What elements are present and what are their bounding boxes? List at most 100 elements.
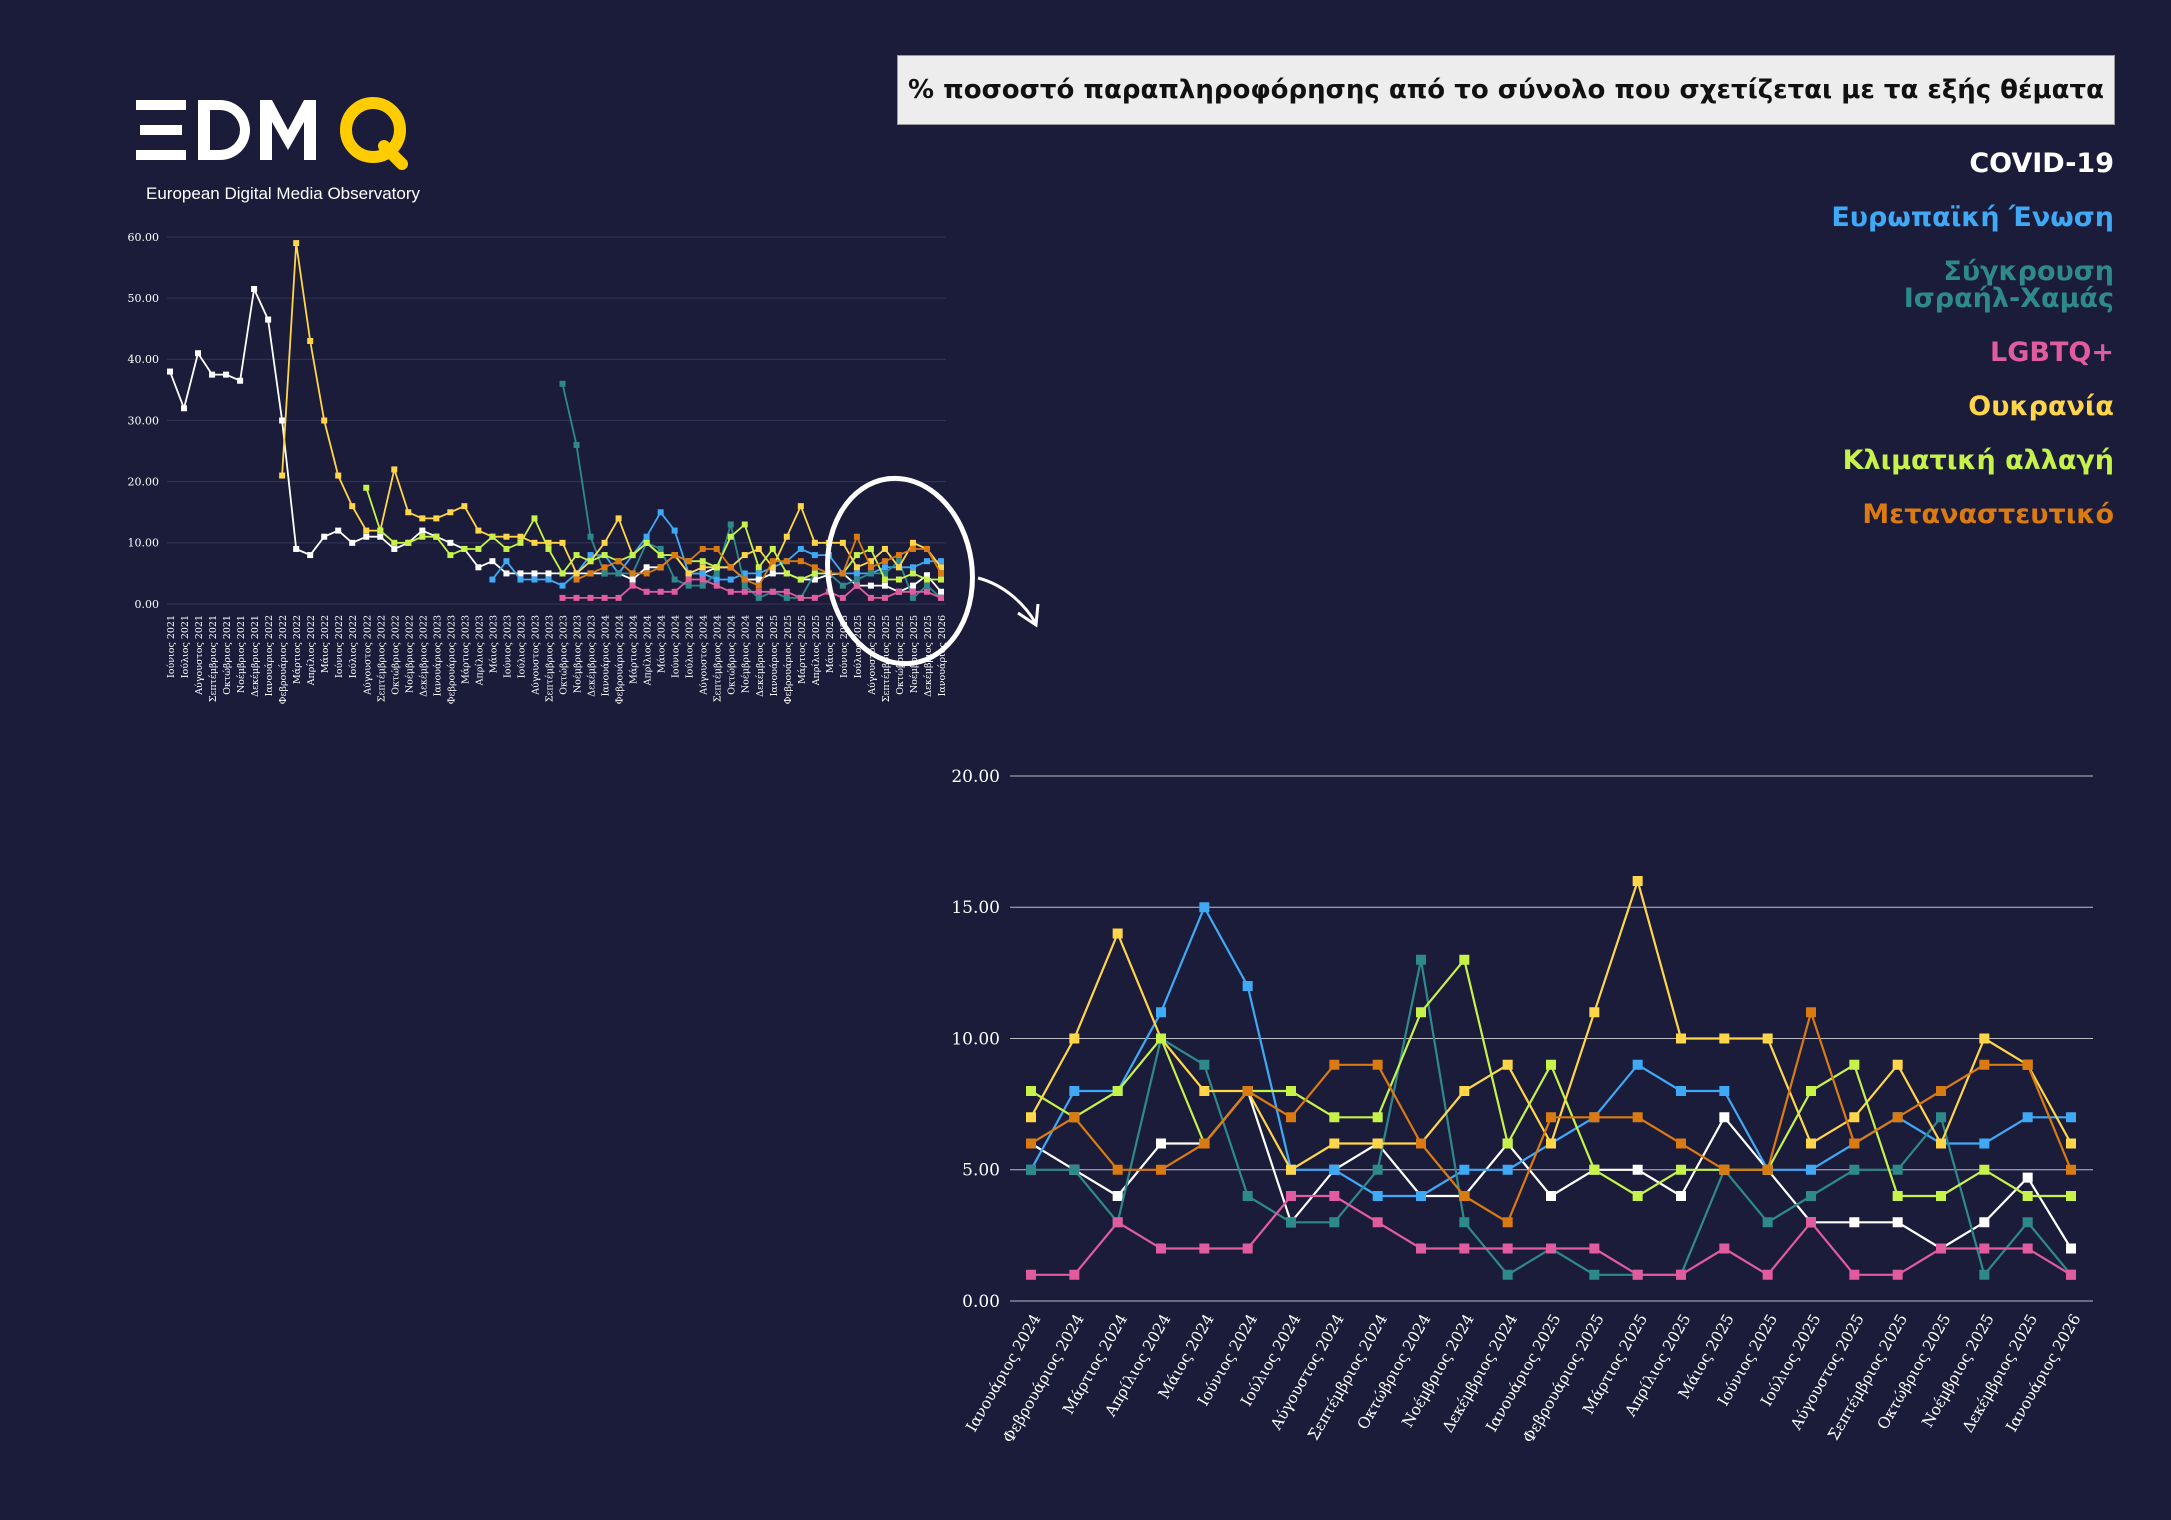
data-point-ukraine	[699, 564, 706, 571]
data-point-climate	[1546, 1059, 1556, 1070]
data-point-climate	[489, 533, 496, 540]
data-point-migration	[657, 564, 664, 571]
data-point-covid	[1979, 1217, 1990, 1228]
data-point-climate	[1026, 1086, 1036, 1096]
data-point-covid	[181, 405, 188, 412]
series-line-climate	[1030, 958, 2071, 1198]
data-point-eu	[1416, 1191, 1426, 1201]
data-point-lgbtq	[615, 594, 622, 601]
x-tick-label: Ιούνιος 2021	[166, 615, 177, 678]
data-point-ukraine	[1849, 1112, 1860, 1123]
data-point-climate	[377, 527, 384, 534]
data-point-migration	[615, 558, 622, 565]
data-point-ukraine	[1892, 1059, 1903, 1070]
data-point-migration	[1979, 1059, 1990, 1070]
legend-item-israel: Σύγκρουση Ισραήλ-Χαμάς	[1614, 258, 2114, 312]
data-point-israel	[1502, 1269, 1513, 1280]
data-point-lgbtq	[1632, 1269, 1643, 1280]
x-tick-label: Νοέμβριος 2024	[741, 615, 752, 693]
data-point-israel	[1286, 1217, 1296, 1228]
x-tick-label: Δεκέμβριος 2024	[755, 615, 766, 697]
data-point-ukraine	[1286, 1164, 1296, 1175]
chart-title: % ποσοστό παραπληροφόρησης από το σύνολο…	[897, 55, 2115, 125]
x-tick-label: Αύγουστος 2024	[699, 615, 710, 696]
data-point-covid	[335, 527, 342, 534]
data-point-climate	[741, 521, 748, 528]
data-point-lgbtq	[1589, 1243, 1600, 1254]
data-point-migration	[1416, 1138, 1426, 1149]
data-point-covid	[1892, 1217, 1903, 1228]
data-point-israel	[783, 594, 790, 601]
data-point-ukraine	[293, 240, 300, 247]
data-point-eu	[2066, 1112, 2076, 1123]
data-point-ukraine	[531, 539, 538, 546]
data-point-climate	[1589, 1164, 1600, 1175]
data-point-migration	[1459, 1191, 1470, 1201]
data-point-eu	[1199, 902, 1210, 913]
legend-item-ukraine: Ουκρανία	[1968, 391, 2114, 422]
data-point-lgbtq	[727, 588, 734, 595]
data-point-ukraine	[685, 570, 692, 577]
data-point-israel	[1936, 1112, 1946, 1123]
data-point-ukraine	[1676, 1033, 1686, 1044]
brand-subtitle: European Digital Media Observatory	[146, 184, 421, 203]
data-point-climate	[755, 564, 762, 571]
x-tick-label: Αύγουστος 2022	[362, 615, 373, 696]
data-point-eu	[503, 558, 510, 565]
x-tick-label: Απρίλιος 2025	[811, 615, 822, 686]
data-point-ukraine	[1372, 1138, 1383, 1149]
x-tick-label: Φεβρουάριος 2025	[783, 615, 794, 704]
data-point-israel	[685, 582, 692, 589]
data-point-lgbtq	[1936, 1243, 1946, 1254]
data-point-covid	[629, 576, 636, 583]
data-point-lgbtq	[1026, 1269, 1036, 1280]
data-point-ukraine	[321, 417, 328, 424]
data-point-covid	[223, 371, 230, 378]
data-point-ukraine	[1459, 1086, 1470, 1096]
data-point-covid	[489, 558, 496, 565]
data-point-ukraine	[1979, 1033, 1990, 1044]
x-tick-label: Ιούνιος 2022	[334, 615, 345, 678]
x-tick-label: Ιούνιος 2024	[671, 615, 682, 678]
data-point-migration	[1069, 1112, 1080, 1123]
data-point-eu	[1676, 1086, 1686, 1096]
x-tick-label: Νοέμβριος 2023	[573, 615, 584, 693]
data-point-migration	[1632, 1112, 1643, 1123]
data-point-lgbtq	[685, 576, 692, 583]
data-point-lgbtq	[1502, 1243, 1513, 1254]
y-tick-label: 10.00	[951, 1029, 1000, 1049]
data-point-climate	[1329, 1112, 1340, 1123]
data-point-covid	[475, 564, 482, 571]
x-tick-label: Οκτώβριος 2022	[390, 615, 401, 695]
x-tick-label: Ιανουάριος 2025	[769, 615, 780, 696]
y-tick-label: 20.00	[951, 767, 1000, 787]
data-point-covid	[531, 570, 538, 577]
data-point-migration	[783, 558, 790, 565]
data-point-lgbtq	[601, 594, 608, 601]
data-point-eu	[545, 576, 552, 583]
data-point-migration	[1936, 1086, 1946, 1096]
data-point-lgbtq	[699, 576, 706, 583]
data-point-ukraine	[755, 545, 762, 552]
data-point-covid	[2022, 1172, 2033, 1183]
x-tick-label: Φεβρουάριος 2024	[999, 1311, 1087, 1446]
data-point-covid	[377, 533, 384, 540]
data-point-israel	[559, 380, 566, 387]
data-point-climate	[1676, 1164, 1686, 1175]
data-point-climate	[1936, 1191, 1946, 1201]
data-point-lgbtq	[783, 588, 790, 595]
data-point-migration	[1112, 1164, 1123, 1175]
data-point-ukraine	[615, 515, 622, 522]
data-point-lgbtq	[1286, 1191, 1296, 1201]
data-point-israel	[1459, 1217, 1470, 1228]
data-point-covid	[293, 545, 300, 552]
data-point-ukraine	[811, 539, 818, 546]
data-point-covid	[1112, 1191, 1123, 1201]
data-point-climate	[363, 484, 370, 491]
data-point-lgbtq	[587, 594, 594, 601]
x-tick-label: Φεβρουάριος 2022	[278, 615, 289, 704]
data-point-lgbtq	[1242, 1243, 1253, 1254]
data-point-covid	[1156, 1138, 1166, 1149]
x-tick-label: Αύγουστος 2023	[530, 615, 541, 696]
data-point-israel	[671, 576, 678, 583]
